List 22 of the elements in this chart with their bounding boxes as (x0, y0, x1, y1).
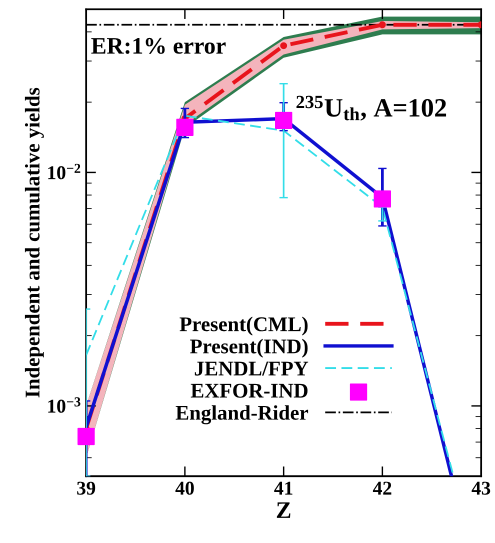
x-tick-label: 41 (274, 482, 292, 495)
y-tick-label: 10$^{−2}$ (48, 164, 80, 180)
x-tick-label: 43 (472, 482, 490, 495)
x-tick-label: 42 (372, 482, 392, 495)
y-axis-title: Independent and cumulative yields (24, 88, 44, 398)
x-tick-label: 39 (77, 482, 96, 495)
annotation: ER:1% error (91, 38, 226, 54)
point (374, 190, 391, 208)
legend-label: JENDL/FPY (194, 362, 308, 376)
point (78, 428, 95, 446)
point (275, 112, 292, 130)
legend-label: Present(IND) (190, 338, 308, 358)
point (378, 21, 386, 28)
legend-label: England-Rider (176, 405, 308, 424)
point (176, 118, 194, 136)
x-axis-title: Z (276, 502, 290, 518)
legend-label: Present(CML) (180, 316, 308, 336)
x-tick-label: 40 (175, 482, 194, 495)
legend-label: EXFOR-IND (190, 384, 308, 398)
point (280, 42, 288, 50)
annotation: $^{235}$U$_{th}$, A=102 (296, 96, 446, 121)
y-tick-label: 10$^{−3}$ (48, 397, 80, 413)
